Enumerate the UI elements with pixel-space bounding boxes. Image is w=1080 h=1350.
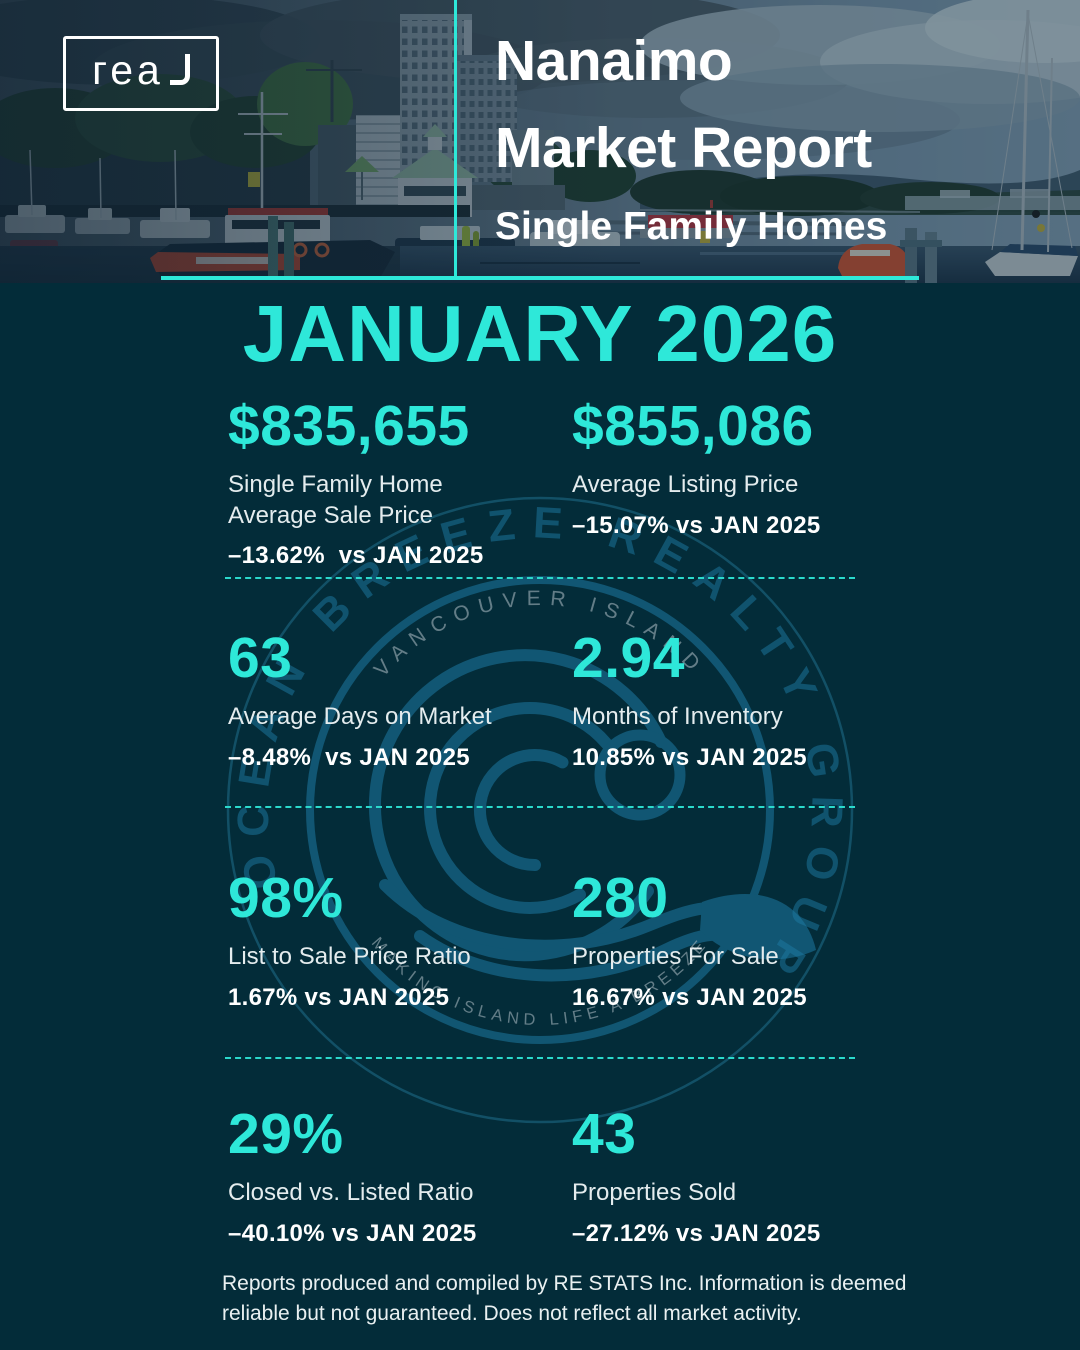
stat-change: 16.67% vs JAN 2025 [572, 983, 807, 1011]
stat-change: –13.62% vs JAN 2025 [228, 542, 484, 570]
stat-label: Single Family Home Average Sale Price [228, 471, 443, 529]
section-divider-2 [225, 806, 855, 808]
stat-average-listing-price: $855,086 Average Listing Price –15.07% v… [572, 398, 912, 540]
header-subtitle: Single Family Homes [495, 205, 888, 248]
stat-value: 63 [228, 626, 293, 690]
stat-change: –8.48% vs JAN 2025 [228, 743, 470, 771]
header-title-line2: Market Report [495, 116, 872, 180]
header-photo: геа Nanaimo Market Report Single Family … [0, 0, 1080, 283]
header-title-line1: Nanaimo [495, 29, 733, 93]
stat-label: Closed vs. Listed Ratio [228, 1179, 474, 1206]
stat-value: 280 [572, 866, 669, 930]
photo-overlay-left [0, 0, 620, 283]
section-divider-1 [225, 577, 855, 579]
footer-disclaimer: Reports produced and compiled by RE STAT… [222, 1272, 907, 1326]
stat-properties-sold: 43 Properties Sold –27.12% vs JAN 2025 [572, 1106, 912, 1248]
stat-average-sale-price: $835,655 Single Family Home Average Sale… [228, 398, 568, 570]
stat-list-to-sale-ratio: 98% List to Sale Price Ratio 1.67% vs JA… [228, 870, 568, 1012]
stat-label: Average Listing Price [572, 471, 799, 498]
stat-value: $835,655 [228, 394, 470, 458]
right-marina [838, 9, 1078, 283]
stat-change: –27.12% vs JAN 2025 [572, 1219, 821, 1247]
header-vertical-divider [454, 0, 457, 279]
month-title: JANUARY 2026 [242, 289, 838, 378]
stat-change: 10.85% vs JAN 2025 [572, 743, 807, 771]
stat-label: Months of Inventory [572, 703, 783, 730]
section-divider-3 [225, 1057, 855, 1059]
stat-label: List to Sale Price Ratio [228, 943, 471, 970]
stat-label: Properties Sold [572, 1179, 737, 1206]
stat-value: $855,086 [572, 394, 814, 458]
stat-value: 2.94 [572, 626, 685, 690]
stat-label: Average Days on Market [228, 703, 492, 730]
distant-hills [630, 170, 1080, 216]
stat-value: 98% [228, 866, 344, 930]
stat-value: 29% [228, 1102, 344, 1166]
stat-months-of-inventory: 2.94 Months of Inventory 10.85% vs JAN 2… [572, 630, 912, 772]
stat-value: 43 [572, 1102, 637, 1166]
watermark-outer-ring [226, 496, 854, 1124]
stat-change: –15.07% vs JAN 2025 [572, 511, 821, 539]
real-logo-text: геа [92, 47, 164, 93]
stat-closed-vs-listed-ratio: 29% Closed vs. Listed Ratio –40.10% vs J… [228, 1106, 568, 1248]
stat-properties-for-sale: 280 Properties For Sale 16.67% vs JAN 20… [572, 870, 912, 1012]
stat-label: Properties For Sale [572, 943, 779, 970]
real-logo-l-glyph [169, 54, 190, 85]
real-logo: геа [63, 36, 219, 111]
stat-change: 1.67% vs JAN 2025 [228, 983, 450, 1011]
header-horizontal-divider [161, 276, 919, 280]
harbor-photo-illustration [0, 0, 1080, 283]
stat-change: –40.10% vs JAN 2025 [228, 1219, 477, 1247]
stat-average-days-on-market: 63 Average Days on Market –8.48% vs JAN … [228, 630, 568, 772]
